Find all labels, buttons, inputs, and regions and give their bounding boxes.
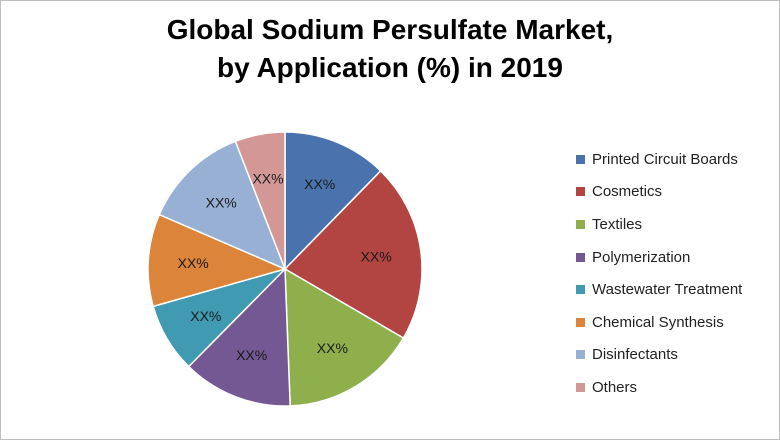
chart-title: Global Sodium Persulfate Market, by Appl… — [1, 11, 779, 87]
legend-item-0: Printed Circuit Boards — [576, 143, 742, 176]
legend-swatch — [576, 252, 585, 262]
pie-data-label-5: XX% — [178, 255, 209, 271]
pie-data-label-4: XX% — [190, 308, 221, 324]
legend-label: Others — [592, 378, 638, 396]
legend-swatch — [576, 154, 585, 164]
legend-item-2: Textiles — [576, 208, 742, 241]
pie-slice-1 — [283, 169, 423, 340]
legend-swatch — [576, 219, 585, 229]
chart-title-line-1: Global Sodium Persulfate Market, — [166, 14, 614, 45]
legend-item-3: Polymerization — [576, 241, 742, 274]
legend-item-6: Disinfectants — [576, 339, 742, 372]
pie-data-label-0: XX% — [304, 176, 335, 192]
legend-item-7: Others — [576, 371, 742, 404]
pie-data-label-3: XX% — [236, 347, 267, 363]
chart-legend: Printed Circuit Boards Cosmetics Textiles P… — [576, 143, 742, 404]
legend-item-1: Cosmetics — [576, 176, 742, 209]
pie-slice-7 — [234, 131, 286, 270]
legend-label: Cosmetics — [592, 183, 663, 201]
legend-label: Chemical Synthesis — [592, 313, 724, 331]
legend-item-4: Wastewater Treatment — [576, 273, 742, 306]
legend-label: Polymerization — [592, 248, 691, 266]
legend-label: Textiles — [592, 215, 643, 233]
legend-label: Printed Circuit Boards — [592, 150, 738, 168]
pie-slice-3 — [187, 267, 291, 407]
pie-slice-6 — [158, 140, 287, 271]
legend-swatch — [576, 187, 585, 197]
legend-swatch — [576, 382, 585, 392]
pie-slice-0 — [284, 131, 382, 271]
pie-data-label-1: XX% — [361, 249, 392, 265]
pie-slice-5 — [147, 213, 288, 308]
legend-swatch — [576, 350, 585, 360]
chart-title-line-2: by Application (%) in 2019 — [217, 52, 563, 83]
pie-data-label-2: XX% — [317, 340, 348, 356]
legend-swatch — [576, 317, 585, 327]
pie-data-label-7: XX% — [252, 171, 283, 187]
legend-item-5: Chemical Synthesis — [576, 306, 742, 339]
pie-slice-2 — [284, 267, 405, 407]
legend-label: Wastewater Treatment — [592, 281, 743, 299]
legend-label: Disinfectants — [592, 346, 678, 364]
pie-data-label-6: XX% — [206, 195, 237, 211]
legend-swatch — [576, 285, 585, 295]
